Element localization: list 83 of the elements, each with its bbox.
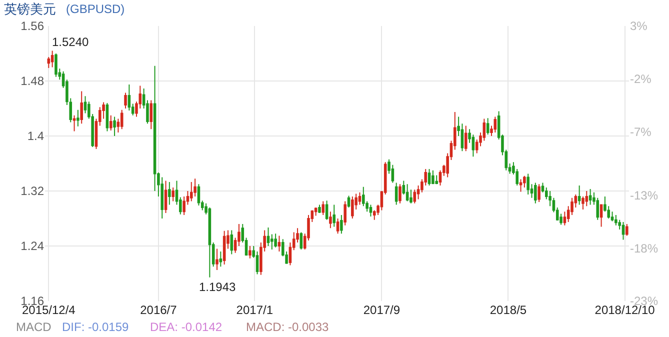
candlestick [519, 178, 522, 192]
candlestick [120, 109, 124, 130]
candlestick [538, 184, 540, 202]
text: DEA: -0.0142 [150, 320, 222, 334]
candlestick [336, 218, 340, 234]
chart-subtitle: (GBPUSD) [66, 2, 125, 16]
candlestick [347, 195, 350, 208]
candlestick [248, 246, 252, 259]
candlestick [208, 207, 212, 278]
y-tick-label: 1.32 [20, 184, 44, 198]
candlestick [325, 200, 328, 220]
candlestick [50, 50, 54, 68]
y-tick-label: 1.56 [20, 19, 44, 34]
text: MACD: -0.0033 [246, 320, 330, 334]
candlestick [534, 182, 537, 204]
candlestick [300, 232, 303, 250]
candlestick [585, 190, 588, 207]
y2-tick-label: -2% [630, 72, 652, 86]
candlestick [578, 185, 581, 206]
candlestick [160, 176, 164, 219]
x-tick-label: 2018/5 [490, 303, 527, 317]
candlestick [622, 221, 625, 240]
candlestick [432, 170, 434, 185]
candlestick [398, 184, 402, 204]
annotation: 1.5240 [52, 35, 90, 49]
candlestick [329, 211, 332, 229]
candlestick [588, 188, 592, 206]
candlestick [72, 114, 76, 132]
candlestick [80, 90, 83, 124]
annotation: 1.1943 [199, 280, 236, 294]
candlestick [523, 175, 526, 188]
candlestick [124, 92, 127, 109]
candlestick [332, 204, 336, 228]
candlestick [164, 180, 168, 214]
candlestick [406, 184, 409, 202]
candlestick [190, 182, 193, 202]
candlestick [172, 187, 174, 202]
y2-tick-label: -13% [630, 188, 658, 202]
candlestick [351, 196, 354, 219]
candlestick [109, 114, 112, 131]
y2-tick-label: 3% [630, 19, 648, 34]
y2-tick-label: -7% [630, 124, 652, 139]
candlestick [464, 125, 468, 152]
candlestick [626, 224, 628, 236]
candlestick [344, 200, 346, 226]
candlestick [494, 116, 497, 134]
candlestick [54, 53, 58, 78]
candlestick [526, 173, 530, 195]
x-tick-label: 2017/9 [363, 303, 400, 317]
text: MACD [16, 320, 52, 334]
candlestick [150, 100, 153, 130]
candlestick [340, 214, 343, 234]
candlestick [230, 230, 234, 255]
candlestick [76, 109, 80, 127]
candlestick [435, 174, 438, 185]
candlestick [614, 214, 618, 226]
candlestick [428, 168, 431, 186]
candlestick [318, 204, 321, 214]
candlestick [219, 251, 222, 268]
candlestick [113, 116, 116, 136]
candlestick [266, 226, 270, 246]
y2-tick-label: -18% [630, 241, 658, 256]
candlestick [106, 102, 109, 132]
candlestick [274, 233, 277, 248]
candlestick [168, 182, 171, 206]
candlestick [322, 200, 325, 216]
candlestick [216, 248, 218, 271]
candlestick [369, 204, 372, 217]
candlestick [358, 192, 362, 206]
candlestick [486, 118, 490, 136]
y-tick-label: 1.48 [20, 74, 44, 88]
candlestick [278, 235, 281, 252]
candlestick [222, 230, 226, 266]
candlestick [413, 189, 416, 204]
candlestick [600, 204, 603, 228]
x-tick-label: 2017/1 [236, 303, 274, 317]
candlestick [128, 84, 131, 112]
y-tick-label: 1.24 [20, 239, 44, 254]
x-tick-label: 2016/7 [140, 303, 178, 317]
candlestick [394, 182, 398, 206]
text: DIF: -0.0159 [62, 320, 130, 334]
chart-title: 英镑美元 [4, 2, 56, 17]
y-tick-label: 1.4 [27, 129, 44, 144]
